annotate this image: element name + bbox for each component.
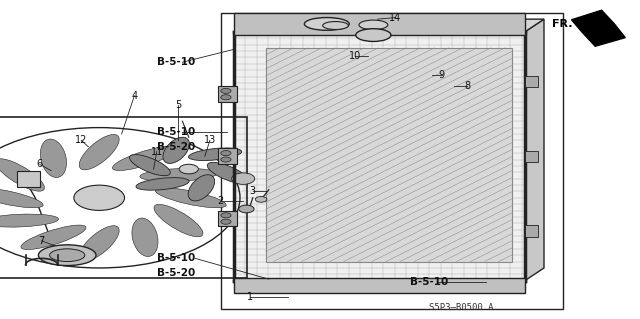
Text: 11: 11 [150,146,163,157]
Ellipse shape [163,137,189,163]
Circle shape [221,95,231,100]
Bar [266,48,512,262]
Bar [218,211,237,226]
Circle shape [221,88,231,93]
Polygon shape [234,19,544,32]
Text: B-5-10: B-5-10 [410,277,448,287]
Circle shape [221,213,231,218]
Text: 6: 6 [36,159,43,169]
Text: 5: 5 [175,100,181,110]
Ellipse shape [79,135,119,170]
Text: 13: 13 [204,135,216,145]
Text: 12: 12 [75,135,88,145]
Ellipse shape [50,249,85,262]
Bar [17,171,40,187]
Circle shape [74,185,125,211]
Circle shape [232,173,255,184]
Text: FR.: FR. [552,19,573,29]
Circle shape [221,157,231,162]
Ellipse shape [21,225,86,249]
Text: 3: 3 [250,186,256,197]
Ellipse shape [154,204,203,237]
Text: B-5-20: B-5-20 [157,268,195,278]
Ellipse shape [0,159,44,191]
Circle shape [239,205,254,213]
Ellipse shape [79,226,119,261]
Circle shape [221,151,231,156]
Ellipse shape [359,20,388,30]
Ellipse shape [323,21,348,30]
Text: 9: 9 [438,70,445,80]
Bar [221,13,563,309]
Text: 1: 1 [246,292,253,302]
Text: S5P3–B0500 A: S5P3–B0500 A [429,303,493,312]
Text: 4: 4 [131,91,138,101]
Bar [525,225,538,237]
Bar [525,151,538,162]
Ellipse shape [156,188,226,208]
Bar [234,13,525,35]
Bar [234,32,525,281]
Text: 7: 7 [38,236,45,246]
Text: B-5-10: B-5-10 [157,57,195,67]
Text: 14: 14 [389,12,402,23]
Ellipse shape [356,29,391,41]
Ellipse shape [40,139,67,177]
Bar [0,117,247,278]
Ellipse shape [132,218,158,256]
Circle shape [179,164,198,174]
Ellipse shape [140,168,217,182]
Polygon shape [572,10,625,46]
Polygon shape [525,19,544,281]
Text: B-5-10: B-5-10 [157,127,195,137]
Text: 10: 10 [349,51,362,61]
Ellipse shape [129,155,170,176]
Ellipse shape [188,175,214,201]
Ellipse shape [0,188,43,208]
Bar [234,32,525,281]
Ellipse shape [207,162,248,183]
Ellipse shape [113,146,177,170]
Ellipse shape [305,18,349,30]
Bar [218,86,237,102]
Bar [218,148,237,164]
Ellipse shape [189,148,242,160]
Ellipse shape [136,178,189,190]
Text: B-5-10: B-5-10 [157,253,195,263]
Circle shape [255,197,267,202]
Text: B-5-20: B-5-20 [157,142,195,152]
Circle shape [221,219,231,224]
Ellipse shape [38,245,96,265]
Ellipse shape [0,214,58,227]
Bar [234,278,525,293]
Text: 2: 2 [218,196,224,206]
Text: 8: 8 [464,81,470,91]
Bar [525,76,538,87]
